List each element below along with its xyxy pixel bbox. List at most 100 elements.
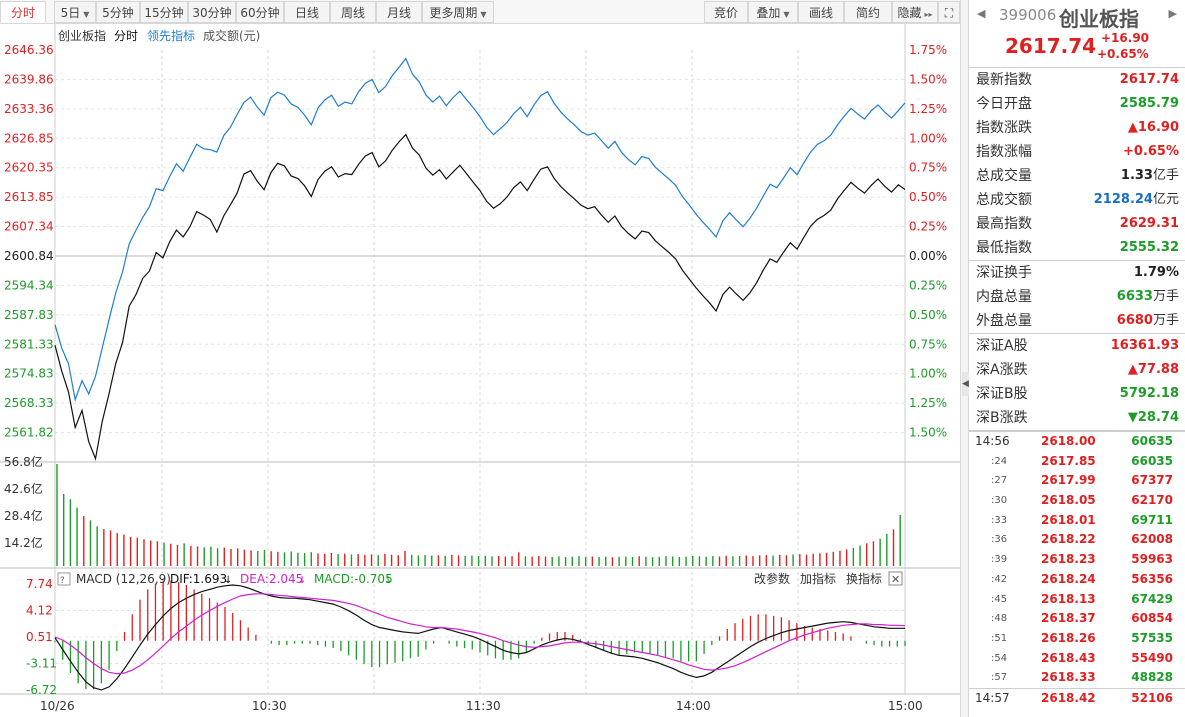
tab-fenshi[interactable]: 分时 — [0, 1, 46, 23]
tab-weekly[interactable]: 周线 — [330, 1, 376, 23]
tab-daily[interactable]: 日线 — [284, 1, 330, 23]
change-params-button[interactable]: 改参数 — [754, 571, 790, 586]
macd-axis-label: 4.12 — [26, 604, 53, 618]
tab-more-periods[interactable]: 更多周期 ▼ — [422, 1, 494, 23]
tab-5min[interactable]: 5分钟 — [96, 1, 140, 23]
tick-price: 2618.01 — [1041, 512, 1096, 527]
tick-price: 2618.22 — [1041, 532, 1096, 547]
quote-stat-value: ▼28.74 — [1128, 406, 1179, 430]
tab-30min[interactable]: 30分钟 — [188, 1, 236, 23]
price-axis-label: 2646.36 — [4, 43, 54, 57]
volume-axis-label: 42.6亿 — [4, 481, 43, 496]
tick-price: 2618.13 — [1041, 591, 1096, 606]
tick-volume: 60635 — [1131, 434, 1173, 448]
tab-5day[interactable]: 5日 ▼ — [54, 1, 96, 23]
tick-time: :42 — [991, 573, 1008, 585]
panel-splitter[interactable]: ◀ — [960, 0, 969, 717]
quote-stat-row: 总成交额 2128.24亿元 — [969, 188, 1185, 212]
time-axis-label: 14:00 — [676, 699, 711, 713]
macd-title: MACD (12,26,9) — [76, 572, 171, 586]
tick-time: :57 — [991, 672, 1008, 684]
tick-time: :48 — [991, 613, 1008, 625]
prev-arrow-icon[interactable]: ◀ — [977, 7, 986, 20]
macd-dif-line — [54, 584, 905, 691]
price-change-pct: +0.65% — [1097, 47, 1149, 61]
quote-stat-number: 2128.24 — [1093, 192, 1153, 207]
quote-stat-row: 最高指数 2629.31 — [969, 212, 1185, 236]
tick-time: :45 — [991, 593, 1008, 605]
quote-stat-label: 深B涨跌 — [976, 410, 1028, 426]
quote-stat-row: 内盘总量 6633万手 — [969, 285, 1185, 309]
macd-dea-line — [54, 593, 906, 675]
quote-stat-unit: 万手 — [1152, 313, 1179, 328]
quote-stat-row: 外盘总量 6680万手 — [969, 309, 1185, 333]
macd-dif-value: DIF:1.693 — [170, 572, 227, 586]
quote-stat-label: 总成交量 — [976, 168, 1032, 184]
add-indicator-button[interactable]: 加指标 — [800, 571, 836, 586]
tick-price: 2618.33 — [1041, 670, 1096, 685]
macd-settings-icon[interactable] — [57, 572, 71, 586]
quote-stat-row: 指数涨幅 +0.65% — [969, 140, 1185, 164]
leading-indicator-legend[interactable]: 领先指标 — [147, 28, 195, 43]
tick-row: 14:57 2618.42 52106 — [969, 687, 1185, 708]
switch-indicator-button[interactable]: 换指标 — [846, 571, 882, 586]
collapse-arrow-icon[interactable]: ◀ — [962, 372, 969, 396]
close-macd-button[interactable] — [888, 571, 903, 586]
quote-stat-label: 最新指数 — [976, 72, 1032, 88]
tick-price: 2618.05 — [1041, 493, 1096, 508]
price-axis-label: 2639.86 — [4, 72, 54, 86]
quote-stat-value: ▲77.88 — [1128, 358, 1179, 382]
tick-volume: 60854 — [1131, 611, 1173, 626]
tick-time: :51 — [991, 632, 1008, 644]
fullscreen-icon[interactable]: ⛶ — [938, 1, 960, 23]
double-chevron-right-icon: ▸▸ — [924, 10, 933, 19]
quote-header: ◀ 399006 创业板指 ▶ 2617.74 +16.90 +0.65% — [969, 0, 1185, 68]
draw-line-button[interactable]: 画线 — [798, 1, 844, 23]
quote-stat-label: 深A涨跌 — [976, 362, 1028, 378]
close-icon: ✕ — [891, 573, 900, 586]
quote-stat-row: 最低指数 2555.32 — [969, 236, 1185, 260]
tick-row: :27 2617.99 67377 — [969, 471, 1185, 491]
pct-axis-label: 1.00% — [909, 367, 947, 381]
tick-volume: 67429 — [1131, 591, 1173, 606]
tick-time: 14:57 — [975, 690, 1010, 705]
intraday-chart[interactable]: 2646.36 2639.86 2633.36 2626.85 2620.35 2613.… — [0, 24, 960, 717]
quote-stat-label: 总成交额 — [976, 192, 1032, 208]
quote-stat-value: 1.79% — [1134, 261, 1179, 285]
tick-price: 2618.42 — [1041, 690, 1096, 705]
auction-button[interactable]: 竞价 — [704, 1, 748, 23]
quote-stat-value: 2585.79 — [1120, 92, 1179, 116]
tab-60min[interactable]: 60分钟 — [236, 1, 284, 23]
overlay-button[interactable]: 叠加 ▼ — [748, 1, 798, 23]
tick-time: :36 — [991, 534, 1008, 546]
quote-stat-label: 深证B股 — [976, 386, 1028, 402]
tab-monthly[interactable]: 月线 — [376, 1, 422, 23]
quote-stat-row: 深证B股 5792.18 — [969, 382, 1185, 406]
chevron-down-icon: ▼ — [480, 10, 487, 19]
hide-button[interactable]: 隐藏 ▸▸ — [892, 1, 938, 23]
pct-axis-label: 1.50% — [909, 72, 947, 86]
chart-index-name: 创业板指 — [58, 28, 106, 43]
index-code: 399006 — [999, 6, 1057, 24]
tick-row: :24 2617.85 66035 — [969, 452, 1185, 472]
tick-volume: 48828 — [1131, 670, 1173, 685]
tab-15min[interactable]: 15分钟 — [140, 1, 188, 23]
tick-volume: 66035 — [1131, 453, 1173, 468]
pct-axis-label: 1.75% — [909, 43, 947, 57]
time-axis-label: 10/26 — [40, 699, 75, 713]
tick-row: :33 2618.01 69711 — [969, 511, 1185, 531]
next-arrow-icon[interactable]: ▶ — [1168, 7, 1177, 20]
hide-label: 隐藏 — [897, 6, 922, 20]
tick-time: 14:56 — [975, 434, 1010, 448]
pct-axis-label: 1.50% — [909, 426, 947, 440]
pct-axis-label: 0.50% — [909, 308, 947, 322]
tick-row: :57 2618.33 48828 — [969, 668, 1185, 688]
quote-stat-value: 2128.24亿元 — [1094, 188, 1179, 212]
volume-axis-label: 28.4亿 — [4, 508, 43, 523]
volume-axis-label: 14.2亿 — [4, 535, 43, 550]
tick-price: 2617.99 — [1041, 473, 1096, 488]
time-axis-label: 11:30 — [466, 699, 501, 713]
simple-mode-button[interactable]: 简约 — [844, 1, 892, 23]
price-axis-label: 2594.34 — [4, 278, 54, 292]
tick-row: :36 2618.22 62008 — [969, 530, 1185, 550]
